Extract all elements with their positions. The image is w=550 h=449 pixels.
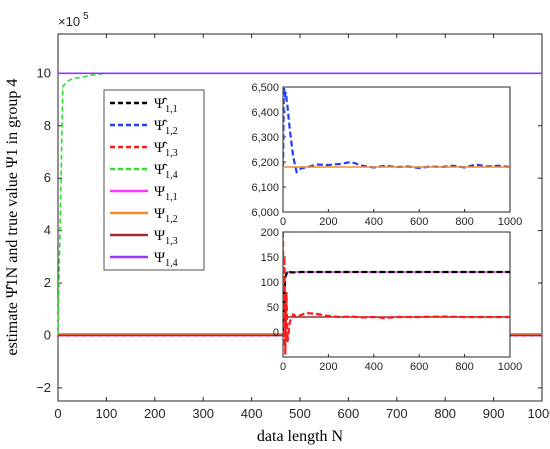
y-tick-label: 10 [37,65,51,80]
x-tick-label: 100 [96,406,118,421]
x-tick-label: 200 [144,406,166,421]
inset-lower-area [282,231,511,358]
legend-label: Ψ̂1,3 [154,140,178,159]
inset-y-tick-label: 6,100 [251,182,279,194]
legend-box [103,89,205,271]
inset-y-tick-label: 150 [261,252,279,264]
x-ticks: 01002003004005006007008009001000 [54,34,550,421]
inset-y-tick-label: 6,000 [251,207,279,219]
inset-x-tick-label: 0 [280,361,286,373]
inset-y-tick-label: 6,300 [251,132,279,144]
inset-y-tick-label: 0 [273,327,279,339]
x-tick-label: 0 [54,406,61,421]
inset-upper-area [282,86,511,213]
inset-series-1-2 [283,87,510,174]
x-tick-label: 600 [338,406,360,421]
inset-x-tick-label: 400 [365,361,383,373]
inset-x-tick-label: 1000 [498,361,522,373]
y-tick-label: 0 [44,327,51,342]
x-tick-label: 800 [434,406,456,421]
inset-y-tick-label: 200 [261,227,279,239]
inset-y-tick-label: 100 [261,277,279,289]
y-tick-label: 8 [44,118,51,133]
exponent-label: ×10 [58,14,80,29]
y-tick-label: 2 [44,275,51,290]
legend-label: Ψ̂1,4 [154,162,178,181]
inset-x-tick-label: 800 [455,361,473,373]
legend: Ψ̂1,1 Ψ̂1,2 Ψ̂1,3 Ψ̂1,4 Ψ1,1 Ψ1,2 Ψ1,3 Ψ1,4 [103,89,205,271]
legend-label: Ψ1,1 [154,184,178,203]
inset-series-group [283,232,510,355]
inset-upper: 0 200 400 600 800 1000 6,000 6,100 6,200 6,300 6,4… [251,82,522,228]
legend-label: Ψ1,3 [154,228,178,247]
y-tick-label: 6 [44,170,51,185]
inset-y-tick-label: 50 [267,302,279,314]
y-axis-label: estimate Ψ̂1N and true value Ψ1 in group… [4,79,21,356]
exponent-power: 5 [83,11,89,22]
x-axis-label: data length N [257,428,344,445]
inset-x-tick-label: 200 [319,216,337,228]
x-tick-label: 700 [386,406,408,421]
inset-y-tick-label: 6,500 [251,82,279,94]
legend-label: Ψ̂1,1 [154,96,178,115]
inset-x-tick-label: 800 [455,216,473,228]
inset-x-tick-label: 0 [280,216,286,228]
x-tick-label: 300 [192,406,214,421]
inset-series-group [283,87,510,174]
inset-x-tick-label: 600 [410,216,428,228]
x-tick-label: 400 [241,406,263,421]
legend-label: Ψ̂1,2 [154,118,178,137]
inset-x-tick-label: 200 [319,361,337,373]
x-tick-label: 1000 [528,406,550,421]
y-tick-label: 4 [44,223,51,238]
legend-label: Ψ1,4 [154,250,178,269]
inset-x-tick-label: 600 [410,361,428,373]
inset-y-tick-label: 6,200 [251,157,279,169]
inset-y-tick-label: 6,400 [251,107,279,119]
inset-series-1-3 [283,232,510,355]
y-tick-label: −2 [36,380,51,395]
legend-label: Ψ1,2 [154,206,178,225]
inset-x-tick-label: 400 [365,216,383,228]
x-tick-label: 500 [289,406,311,421]
x-tick-label: 900 [483,406,505,421]
inset-x-tick-label: 1000 [498,216,522,228]
inset-lower: 0 200 400 600 800 1000 0 50 100 150 200 [261,227,523,373]
